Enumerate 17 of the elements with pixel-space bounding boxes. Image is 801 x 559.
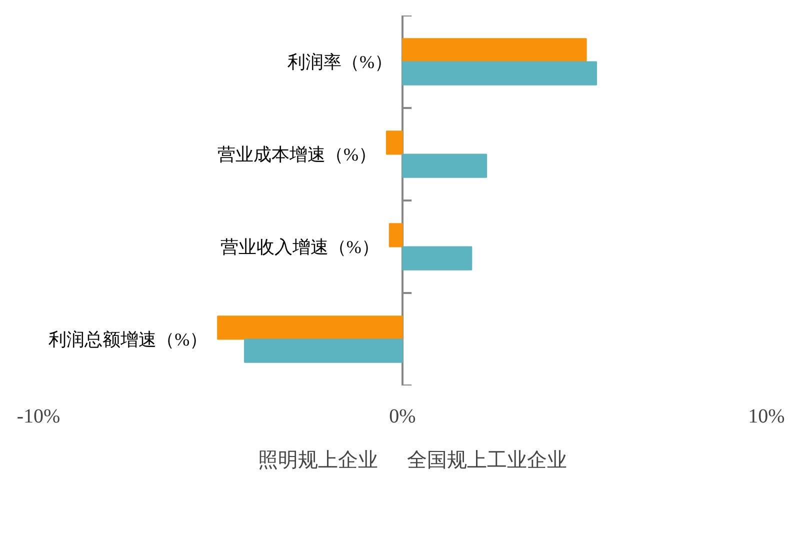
bar bbox=[388, 223, 403, 248]
text: 全国规上工业企业 bbox=[407, 448, 567, 474]
bar bbox=[402, 154, 488, 178]
x-tick-label: -10% bbox=[16, 406, 60, 428]
bar bbox=[402, 61, 598, 86]
y-tick-label: 营业成本增速（%） bbox=[217, 144, 376, 164]
bar bbox=[244, 338, 403, 363]
bar bbox=[217, 316, 403, 340]
bar bbox=[402, 246, 472, 270]
x-tick-label: 10% bbox=[748, 406, 785, 428]
x-tick-label: 0% bbox=[389, 406, 416, 428]
bar bbox=[402, 38, 587, 62]
bar bbox=[386, 130, 403, 155]
y-tick-label: 利润总额增速（%） bbox=[48, 329, 208, 350]
y-tick-label: 营业收入增速（%） bbox=[220, 236, 380, 257]
y-tick-label: 利润率（%） bbox=[288, 52, 393, 72]
text: 照明规上企业 bbox=[258, 448, 378, 474]
